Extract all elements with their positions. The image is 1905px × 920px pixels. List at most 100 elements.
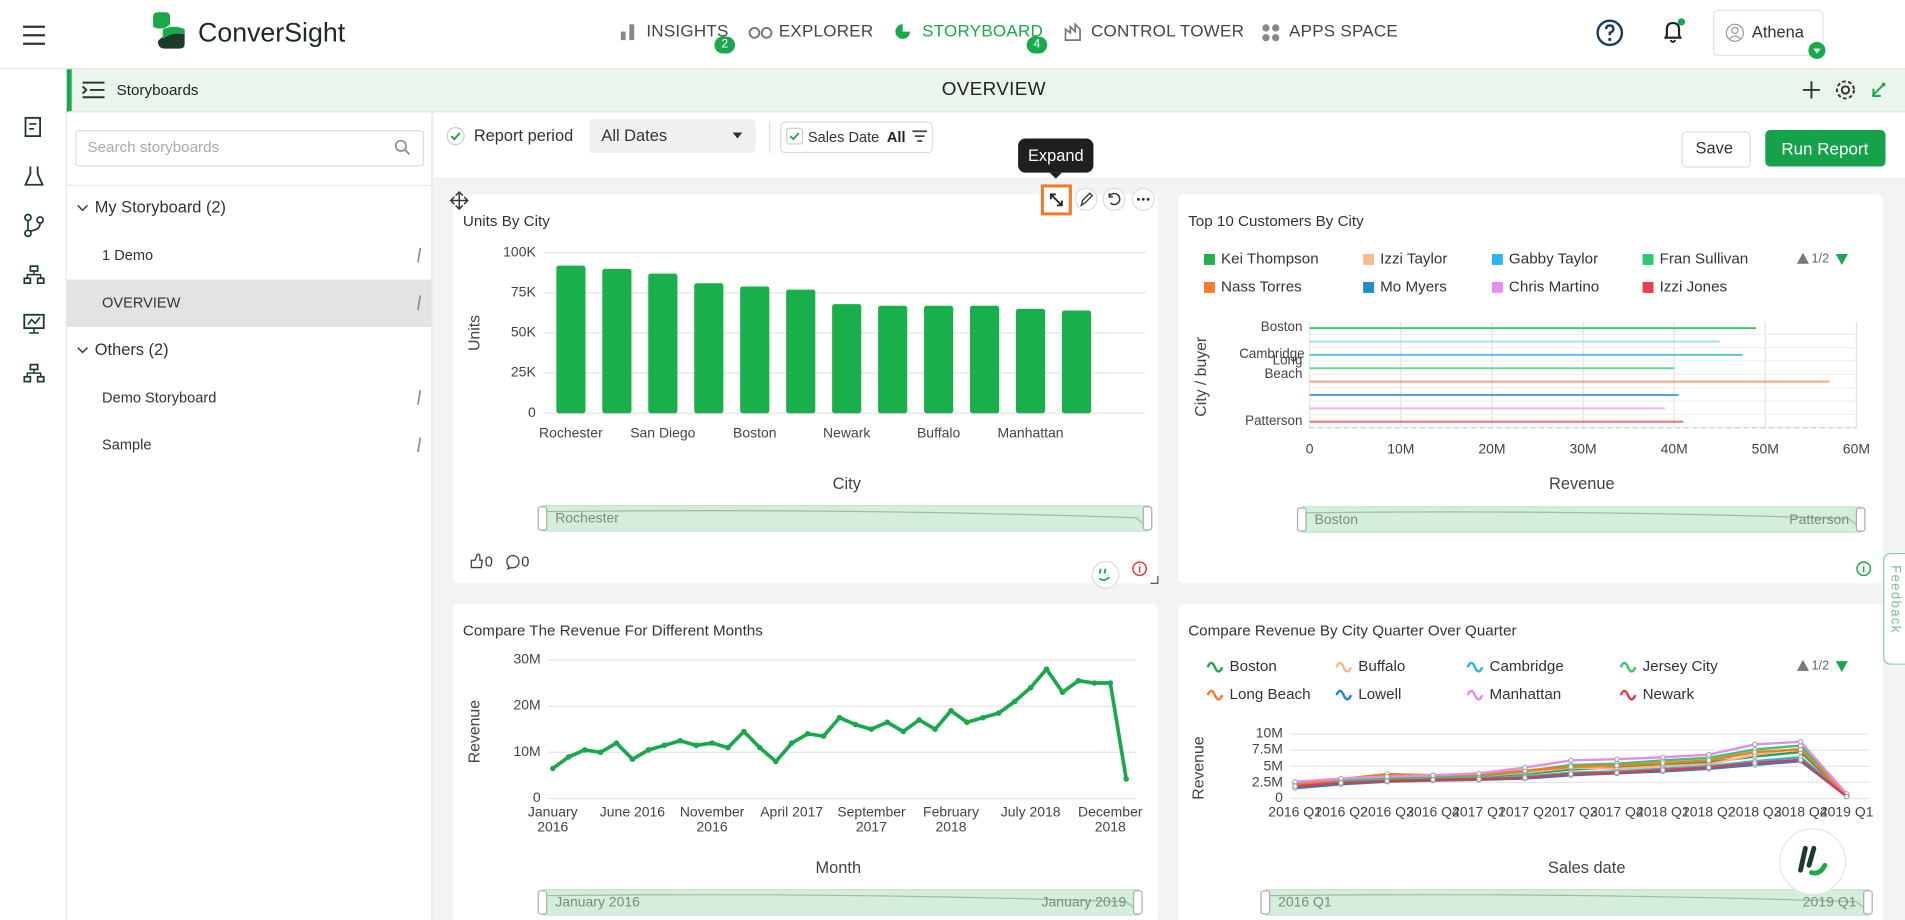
bar — [1309, 367, 1675, 370]
bar — [786, 289, 816, 414]
save-button[interactable] — [1681, 131, 1751, 168]
feedback-tab[interactable] — [1883, 552, 1905, 665]
group-label[interactable]: My Storyboard (2) — [94, 198, 227, 217]
x-tick-label: 2016 Q3 — [1360, 805, 1414, 821]
range-slider — [542, 504, 1149, 532]
data-point — [996, 710, 1002, 716]
group-chevrons[interactable] — [75, 202, 90, 360]
menu-button[interactable] — [22, 24, 46, 46]
data-point — [932, 726, 938, 732]
user-caret[interactable] — [1808, 41, 1826, 59]
y-tick-label: 7.5M — [1251, 742, 1283, 758]
run-button[interactable] — [1765, 130, 1886, 167]
widget-title: Units By City — [462, 212, 550, 230]
x-tick-label: 2016 Q4 — [1406, 805, 1460, 821]
data-point — [948, 707, 954, 714]
data-point — [1568, 771, 1574, 777]
x-tick-label: 2016 Q1 — [1268, 805, 1322, 821]
bar — [1309, 380, 1830, 383]
legend-label: Izzi Taylor — [1380, 250, 1448, 268]
x-tick-label: July 2018 — [1000, 805, 1061, 821]
data-point — [565, 754, 572, 760]
like-count: 0 — [484, 552, 493, 570]
bar — [1015, 308, 1046, 414]
data-point — [980, 714, 986, 721]
search-box[interactable] — [75, 130, 425, 167]
left-rail — [0, 69, 67, 920]
filter-icon[interactable] — [911, 129, 928, 144]
x-tick-label: January 2016 — [527, 805, 578, 835]
period-checkbox[interactable] — [446, 126, 465, 146]
data-point — [1292, 783, 1298, 789]
legend-swatch — [1642, 254, 1654, 265]
legend-swatch — [1619, 689, 1637, 701]
user-menu[interactable] — [1713, 9, 1824, 56]
x-tick-label: November 2016 — [679, 805, 745, 835]
data-point — [613, 740, 620, 746]
data-point — [725, 744, 731, 751]
feedback-text: Feedback — [1887, 565, 1903, 634]
data-point — [1706, 757, 1712, 764]
x-tick-label: 2018 Q4 — [1773, 805, 1828, 821]
storyboard-item[interactable]: 1 Demo — [102, 246, 154, 264]
data-point — [1706, 764, 1712, 771]
nav-item[interactable]: EXPLORER — [778, 20, 874, 41]
like-icon — [470, 553, 484, 569]
legend-label: Mo Myers — [1380, 278, 1447, 296]
filter-checkbox[interactable] — [786, 127, 804, 145]
notification-button[interactable] — [1660, 17, 1689, 46]
sidebar-toggle[interactable] — [81, 80, 105, 99]
x-tick-label: 2017 Q4 — [1590, 805, 1644, 821]
data-point — [677, 737, 684, 744]
more-dot — [1146, 197, 1150, 201]
filter-chip[interactable] — [779, 121, 934, 154]
info-icons[interactable] — [413, 243, 425, 456]
bar — [924, 305, 954, 414]
storyboard-item-selected[interactable]: OVERVIEW — [102, 294, 181, 312]
bar — [1309, 394, 1679, 396]
data-point — [1660, 767, 1666, 773]
data-point — [1568, 757, 1574, 764]
header-actions[interactable] — [1801, 78, 1898, 102]
slider-track — [543, 510, 1149, 528]
nav-item[interactable]: CONTROL TOWER — [1090, 20, 1245, 41]
bar — [1309, 340, 1720, 343]
help-button[interactable] — [1595, 18, 1624, 47]
filter-value: All — [886, 128, 906, 146]
slider-handle — [537, 506, 548, 531]
data-point — [1430, 777, 1436, 783]
data-point — [1798, 757, 1804, 763]
x-tick-label: Newark — [822, 426, 871, 442]
data-point — [1568, 764, 1574, 770]
legend-label: Fran Sullivan — [1659, 250, 1749, 268]
chat-button[interactable] — [1774, 824, 1852, 902]
bar — [878, 305, 908, 414]
nav-item[interactable]: APPS SPACE — [1289, 20, 1398, 41]
period-dropdown[interactable] — [589, 119, 756, 154]
user-name: Athena — [1751, 23, 1804, 42]
axis-title: Revenue — [1548, 474, 1615, 493]
resize-corner — [1150, 576, 1159, 584]
rail-icons[interactable] — [22, 115, 46, 395]
move-handle — [449, 190, 469, 211]
nav-item-active[interactable]: STORYBOARD — [922, 20, 1044, 41]
more-dot — [1141, 197, 1145, 201]
assistant-badge — [1091, 560, 1120, 589]
storyboard-item[interactable]: Sample — [102, 436, 152, 454]
legend-swatch — [1363, 281, 1375, 293]
x-tick-label: 2017 Q2 — [1498, 805, 1552, 821]
storyboard-item[interactable]: Demo Storyboard — [102, 388, 217, 406]
legend-page: 1/2 — [1811, 251, 1830, 267]
data-point — [1660, 760, 1666, 766]
more-dot — [1136, 197, 1140, 201]
run-label: Run Report — [1781, 138, 1869, 158]
group-label[interactable]: Others (2) — [94, 340, 169, 359]
nav-item[interactable]: INSIGHTS — [646, 20, 729, 41]
data-point — [1011, 698, 1018, 705]
slider-handle — [537, 890, 548, 915]
sidebar-heading: Storyboards — [116, 81, 199, 99]
widget-title: Compare Revenue By City Quarter Over Qua… — [1188, 622, 1517, 640]
data-point — [597, 749, 604, 756]
data-point — [964, 719, 970, 726]
